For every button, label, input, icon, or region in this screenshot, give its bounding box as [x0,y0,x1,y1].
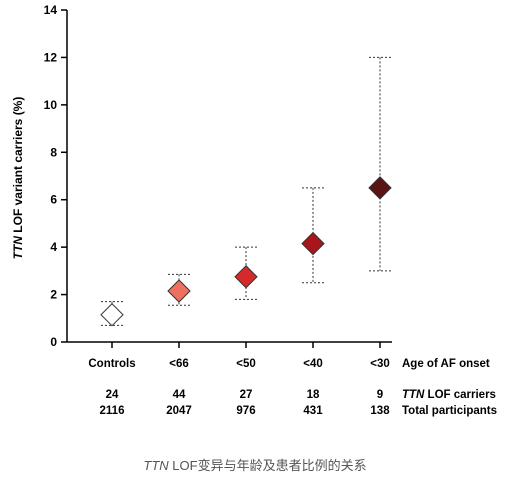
diamond-marker [301,231,325,256]
participants-count: 976 [236,405,255,417]
category-labels: Controls 24 2116 <66 44 2047 <50 27 976 <40 18 431 <… [88,358,390,417]
category-label: <50 [236,358,256,370]
y-axis-label: TTN LOF variant carriers (%) [11,97,25,260]
category-label: <66 [169,358,189,370]
carriers-count: 18 [307,389,320,401]
y-tick-label: 8 [50,145,57,159]
caption-italic: TTN [143,458,169,473]
participants-count: 2047 [166,405,192,417]
category-label: <30 [370,358,390,370]
y-tick-label: 4 [50,240,57,254]
caption-rest: LOF变异与年龄及患者比例的关系 [168,458,367,473]
category-label: <40 [303,358,323,370]
y-tick-label: 14 [44,3,58,17]
diamond-marker [368,176,392,200]
carriers-count: 24 [106,389,119,401]
carriers-row-label-italic: TTN [402,389,425,401]
y-axis-label-italic: TTN [11,236,25,260]
figure-caption: TTN LOF变异与年龄及患者比例的关系 [0,455,510,474]
y-tick-label: 2 [50,288,57,302]
diamond-marker [167,279,191,303]
category-label: Controls [88,358,135,370]
carriers-row-label: TTN LOF carriers [402,389,496,401]
carriers-count: 9 [377,389,383,401]
participants-count: 138 [370,405,390,417]
y-axis-label-rest: LOF variant carriers (%) [11,97,25,236]
y-tick-label: 0 [50,335,57,349]
participants-count: 431 [303,405,323,417]
diamond-marker [234,265,258,289]
y-tick-label: 12 [44,50,58,64]
diamond-marker [100,303,124,327]
data-markers [100,176,392,327]
y-axis: 0 2 4 6 8 10 12 14 [44,3,392,349]
category-axis-label: Age of AF onset [402,358,490,370]
participants-row-label: Total participants [402,405,497,417]
y-tick-label: 10 [44,98,58,112]
carriers-count: 27 [240,389,253,401]
participants-count: 2116 [100,405,125,417]
y-tick-label: 6 [50,193,57,207]
carriers-count: 44 [173,389,186,401]
carriers-row-label-rest: LOF carriers [424,389,496,401]
